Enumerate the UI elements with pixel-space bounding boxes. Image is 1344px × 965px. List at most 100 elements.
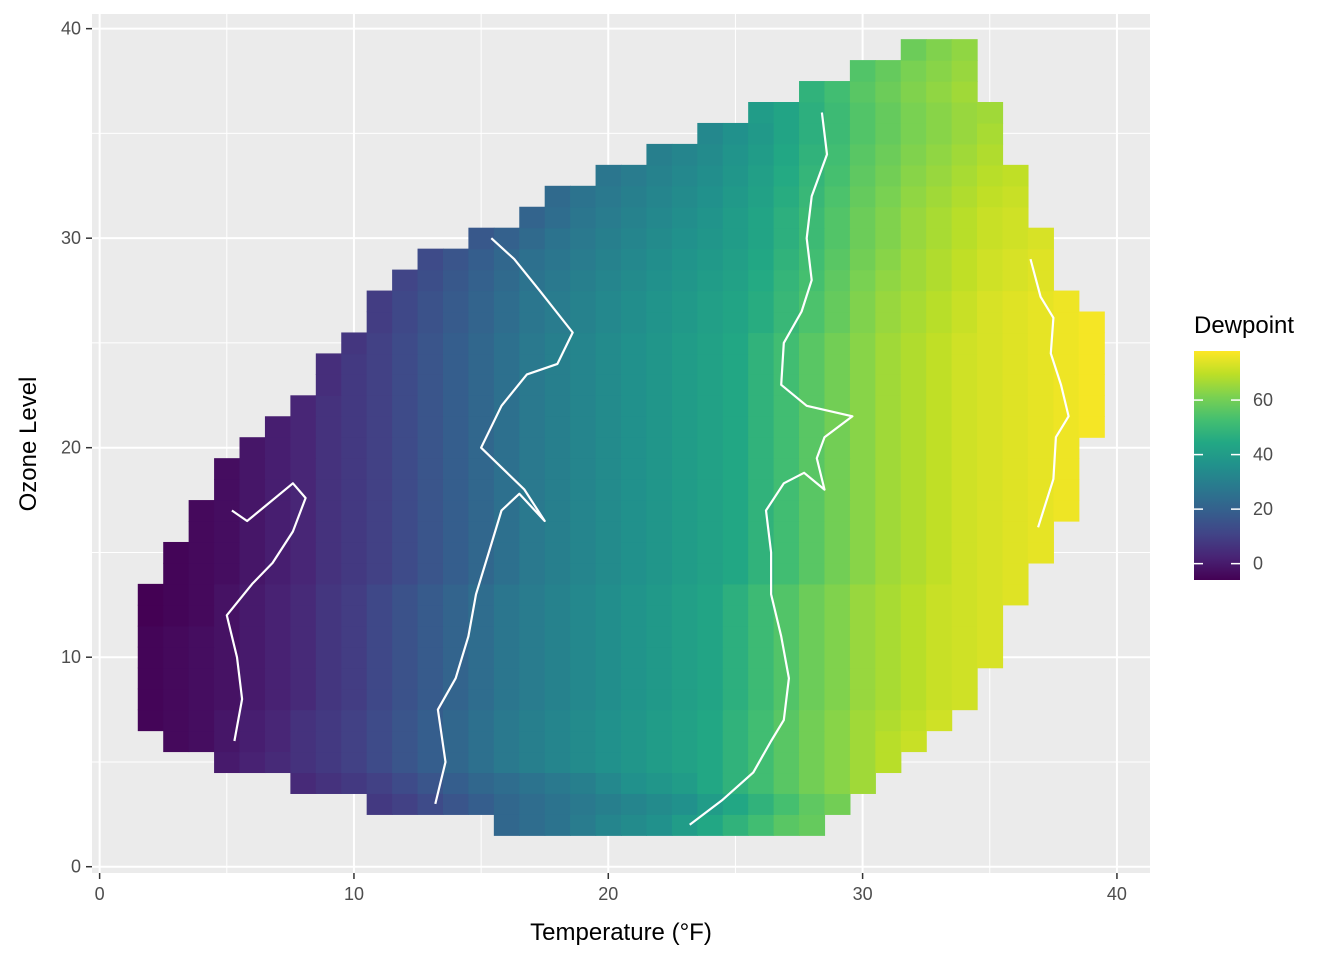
heatmap-cell [417, 751, 444, 774]
heatmap-cell [748, 395, 775, 417]
heatmap-cell [570, 583, 597, 606]
heatmap-cell [214, 688, 241, 711]
heatmap-cell [366, 541, 393, 564]
heatmap-cell [341, 521, 368, 543]
legend-title: Dewpoint [1194, 312, 1294, 339]
heatmap-cell [722, 416, 749, 438]
heatmap-cell [214, 667, 241, 690]
heatmap-cell [951, 60, 978, 82]
heatmap-cell [722, 269, 749, 292]
heatmap-cell [1002, 164, 1029, 187]
heatmap-cell [544, 479, 571, 501]
y-tick-label: 40 [61, 19, 81, 39]
heatmap-cell [824, 562, 851, 585]
heatmap-cell [926, 416, 953, 438]
heatmap-cell [417, 625, 444, 648]
heatmap-cell [900, 102, 927, 124]
heatmap-cell [392, 311, 419, 334]
heatmap-cell [392, 290, 419, 313]
heatmap-cell [493, 290, 520, 313]
heatmap-cell [646, 143, 673, 166]
heatmap-cell [773, 500, 800, 522]
heatmap-cell [468, 500, 495, 522]
heatmap-cell [697, 730, 724, 753]
heatmap-cell [595, 353, 622, 375]
heatmap-cell [722, 583, 749, 606]
heatmap-cell [1002, 248, 1029, 271]
heatmap-cell [442, 332, 469, 355]
heatmap-cell [849, 311, 876, 334]
heatmap-cell [799, 646, 826, 669]
heatmap-cell [671, 688, 698, 711]
heatmap-cell [570, 521, 597, 543]
heatmap-cell [722, 395, 749, 417]
heatmap-cell [722, 206, 749, 229]
heatmap-cell [315, 353, 342, 375]
heatmap-cell [722, 604, 749, 627]
heatmap-cell [926, 269, 953, 292]
heatmap-cell [951, 416, 978, 438]
heatmap-cell [341, 562, 368, 585]
heatmap-cell [951, 164, 978, 187]
heatmap-cell [900, 646, 927, 669]
heatmap-cell [341, 688, 368, 711]
heatmap-cell [392, 332, 419, 355]
heatmap-cell [671, 353, 698, 375]
heatmap-cell [137, 688, 164, 711]
heatmap-cell [493, 269, 520, 292]
heatmap-cell [544, 625, 571, 648]
heatmap-cell [366, 500, 393, 522]
heatmap-cell [442, 751, 469, 774]
heatmap-cell [392, 667, 419, 690]
heatmap-cell [926, 479, 953, 501]
heatmap-cell [315, 521, 342, 543]
heatmap-cell [799, 625, 826, 648]
heatmap-cell [849, 646, 876, 669]
heatmap-cell [341, 458, 368, 480]
heatmap-cell [214, 730, 241, 753]
heatmap-cell [1002, 479, 1029, 501]
heatmap-cell [1002, 269, 1029, 292]
heatmap-cell [824, 164, 851, 187]
heatmap-cell [799, 709, 826, 732]
heatmap-cell [671, 311, 698, 334]
heatmap-cell [366, 772, 393, 794]
heatmap-cell [417, 332, 444, 355]
heatmap-cell [163, 730, 190, 753]
heatmap-cell [875, 562, 902, 585]
heatmap-cell [315, 500, 342, 522]
heatmap-cell [392, 730, 419, 753]
heatmap-cell [799, 122, 826, 145]
heatmap-cell [239, 751, 266, 774]
heatmap-cell [951, 667, 978, 690]
heatmap-cell [748, 311, 775, 334]
heatmap-cell [442, 688, 469, 711]
heatmap-cell [290, 730, 317, 753]
heatmap-cell [442, 772, 469, 794]
heatmap-cell [646, 541, 673, 564]
heatmap-cell [188, 541, 215, 564]
heatmap-cell [341, 604, 368, 627]
heatmap-cell [366, 416, 393, 438]
legend-colorbar [1194, 351, 1240, 580]
heatmap-cell [595, 541, 622, 564]
heatmap-cell [163, 541, 190, 564]
heatmap-cell [773, 122, 800, 145]
heatmap-cell [875, 751, 902, 774]
heatmap-cell [697, 479, 724, 501]
heatmap-cell [239, 479, 266, 501]
x-tick-label: 0 [95, 884, 105, 904]
heatmap-cell [493, 541, 520, 564]
heatmap-cell [722, 479, 749, 501]
heatmap-cell [875, 60, 902, 82]
heatmap-cell [722, 667, 749, 690]
heatmap-cell [875, 206, 902, 229]
heatmap-cell [239, 730, 266, 753]
heatmap-cell [748, 479, 775, 501]
heatmap-cell [239, 646, 266, 669]
heatmap-cell [214, 751, 241, 774]
heatmap-cell [875, 625, 902, 648]
heatmap-cell [646, 332, 673, 355]
heatmap-cell [417, 521, 444, 543]
heatmap-cell [849, 437, 876, 459]
